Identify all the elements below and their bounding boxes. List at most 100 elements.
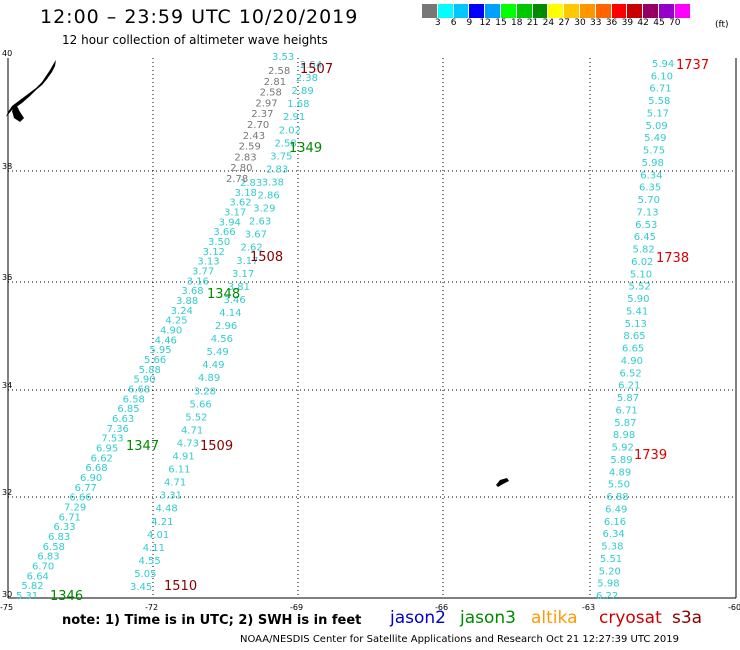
longitude-label: -75	[0, 603, 13, 612]
wave-height-value: 5.90	[133, 375, 155, 386]
wave-height-value: 2.58	[268, 66, 290, 77]
wave-height-value: 5.52	[629, 282, 651, 293]
scale-label: 27	[558, 18, 570, 28]
legend-jason2: jason2	[390, 608, 446, 628]
latitude-label: 34	[2, 381, 12, 390]
color-scale: 3 6 9 12 15 18 21 24 27 30 33 36 39 42 45 70 (ft)	[422, 4, 729, 30]
wave-height-value: 6.49	[605, 504, 627, 515]
wave-height-value: 2.58	[260, 88, 282, 99]
wave-height-value: 3.17	[224, 208, 246, 219]
wave-height-value: 3.29	[253, 204, 275, 215]
scale-label: 12	[479, 18, 491, 28]
wave-height-value: 3.75	[270, 151, 292, 162]
wave-height-value: 3.94	[219, 217, 241, 228]
scale-swatch	[690, 4, 707, 18]
wave-height-value: 5.09	[645, 121, 667, 132]
latitude-label: 36	[2, 273, 12, 282]
axis-labels: 40 38 36 34 32 30 -75 -72 -69 -66 -63 -60	[0, 49, 740, 612]
pass-time-label: 1509	[200, 439, 233, 454]
wave-height-value: 2.96	[215, 321, 237, 332]
wave-height-value: 2.83	[266, 164, 288, 175]
wave-height-value: 3.45	[130, 582, 152, 593]
wave-height-value: 2.78	[226, 174, 248, 185]
scale-swatch	[548, 4, 565, 18]
wave-height-value: 7.36	[107, 424, 129, 435]
wave-height-value: 7.13	[636, 207, 658, 218]
wave-height-value: 5.38	[601, 542, 623, 553]
wave-height-value: 6.34	[603, 529, 625, 540]
scale-label: 9	[466, 18, 473, 28]
wave-height-value: 3.38	[262, 177, 284, 188]
wave-height-value: 2.59	[239, 142, 261, 153]
scale-label: 18	[511, 18, 523, 28]
wave-height-value: 5.87	[614, 418, 636, 429]
wave-height-value: 6.64	[27, 571, 49, 582]
wave-height-value: 6.21	[618, 381, 640, 392]
wave-height-value: 6.02	[631, 257, 653, 268]
wave-height-value: 6.83	[48, 532, 70, 543]
wave-height-value: 5.82	[632, 245, 654, 256]
wave-height-value: 6.62	[91, 453, 113, 464]
wave-height-value: 6.34	[640, 170, 662, 181]
scale-swatch	[627, 4, 644, 18]
wave-height-value: 5.17	[647, 108, 669, 119]
graticule	[8, 58, 736, 598]
pass-time-label: 1737	[676, 58, 709, 73]
pass-time-labels: 1346 1347 1348 1349 1510 1509 1508 1507 1737 1738…	[50, 58, 709, 604]
latitude-label: 38	[2, 162, 12, 171]
wave-height-value: 5.49	[207, 347, 229, 358]
scale-label: 3	[434, 18, 441, 28]
wave-height-value: 2.62	[241, 243, 263, 254]
wave-height-value: 2.89	[292, 86, 314, 97]
wave-height-value: 6.10	[651, 71, 673, 82]
wave-height-value: 3.13	[197, 257, 219, 268]
wave-height-value: 6.68	[85, 463, 107, 474]
wave-height-value: 6.95	[96, 444, 118, 455]
scale-swatch	[453, 4, 470, 18]
wave-height-value: 6.58	[123, 394, 145, 405]
wave-height-value: 7.29	[64, 503, 86, 514]
wave-height-value: 7.53	[101, 434, 123, 445]
wave-height-value: 4.21	[151, 517, 173, 528]
longitude-label: -66	[435, 603, 448, 612]
scale-swatch	[564, 4, 580, 18]
wave-height-value: 5.98	[642, 158, 664, 169]
wave-height-value: 3.81	[228, 282, 250, 293]
wave-height-value: 3.17	[236, 256, 258, 267]
scale-swatch	[469, 4, 486, 18]
wave-height-value: 5.98	[597, 579, 619, 590]
scale-swatch	[643, 4, 659, 18]
wave-height-value: 5.66	[190, 399, 212, 410]
wave-height-value: 6.45	[634, 232, 656, 243]
wave-height-value: 6.85	[117, 404, 139, 415]
wave-height-value: 3.62	[229, 198, 251, 209]
wave-height-value: 5.75	[643, 146, 665, 157]
wave-height-value: 6.65	[622, 344, 644, 355]
wave-height-value: 3.24	[171, 306, 193, 317]
wave-height-value: 2.63	[249, 217, 271, 228]
wave-height-value: 2.97	[255, 98, 277, 109]
color-scale-swatches	[422, 4, 707, 18]
wave-height-value: 3.77	[192, 267, 214, 278]
wave-height-value: 4.71	[164, 478, 186, 489]
wave-height-value: 2.80	[230, 163, 252, 174]
wave-height-value: 6.63	[112, 414, 134, 425]
color-scale-unit: (ft)	[715, 20, 729, 30]
wave-height-value: 6.70	[32, 562, 54, 573]
wave-height-value: 3.17	[232, 269, 254, 280]
scale-swatch	[422, 4, 438, 18]
wave-height-value: 4.56	[211, 334, 233, 345]
wave-height-value: 6.71	[616, 405, 638, 416]
pass-time-label: 1739	[634, 448, 667, 463]
satellite-tracks: 5.315.826.646.706.836.586.836.336.717.29…	[16, 52, 674, 602]
legend-jason3: jason3	[460, 608, 516, 628]
wave-height-value: 3.18	[235, 188, 257, 199]
wave-height-value: 3.31	[160, 491, 182, 502]
wave-height-value: 5.92	[612, 443, 634, 454]
pass-time-label: 1346	[50, 589, 83, 604]
longitude-label: -63	[582, 603, 595, 612]
wave-height-value: 6.35	[639, 183, 661, 194]
wave-height-value: 2.54	[300, 60, 322, 71]
wave-height-value: 5.70	[638, 195, 660, 206]
wave-height-value: 4.91	[173, 452, 195, 463]
